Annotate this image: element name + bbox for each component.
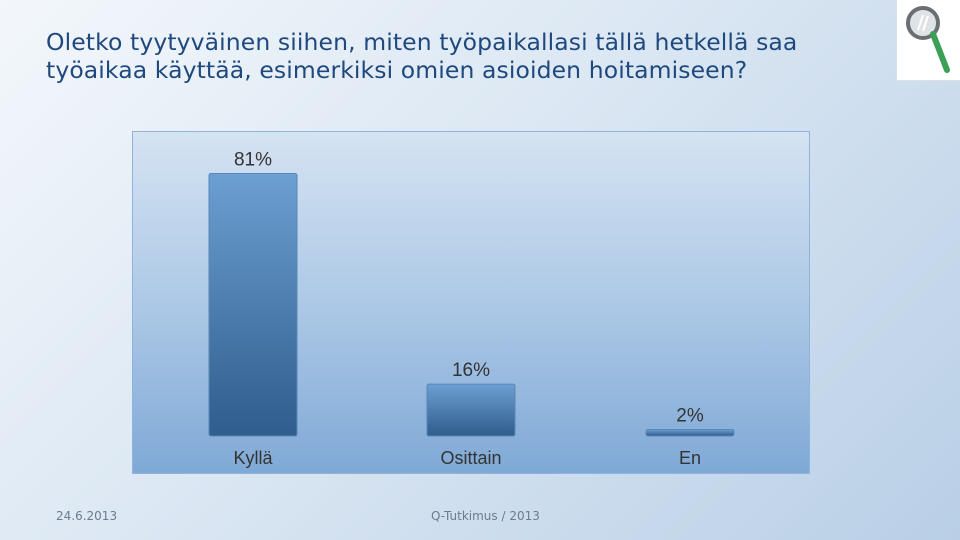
category-label-1: Osittain: [440, 448, 501, 468]
bar-2: [645, 429, 735, 437]
data-label-0: 81%: [234, 150, 272, 171]
bar-1: [426, 383, 516, 437]
footer-date: 24.6.2013: [56, 509, 118, 523]
category-label-2: En: [679, 448, 701, 468]
footer-source: Q-Tutkimus / 2013: [431, 509, 540, 523]
chart-title: Oletko tyytyväinen siihen, miten työpaik…: [46, 28, 798, 84]
data-label-2: 2%: [676, 406, 704, 427]
magnifier-icon: [906, 6, 950, 73]
category-label-0: Kyllä: [233, 448, 273, 468]
data-label-1: 16%: [452, 360, 490, 381]
logo: [896, 0, 960, 81]
bar-chart: 81% Kyllä 16% Osittain 2% En: [208, 150, 735, 468]
bar-0: [208, 173, 298, 437]
plot-area: 81% Kyllä 16% Osittain 2% En: [132, 131, 810, 474]
